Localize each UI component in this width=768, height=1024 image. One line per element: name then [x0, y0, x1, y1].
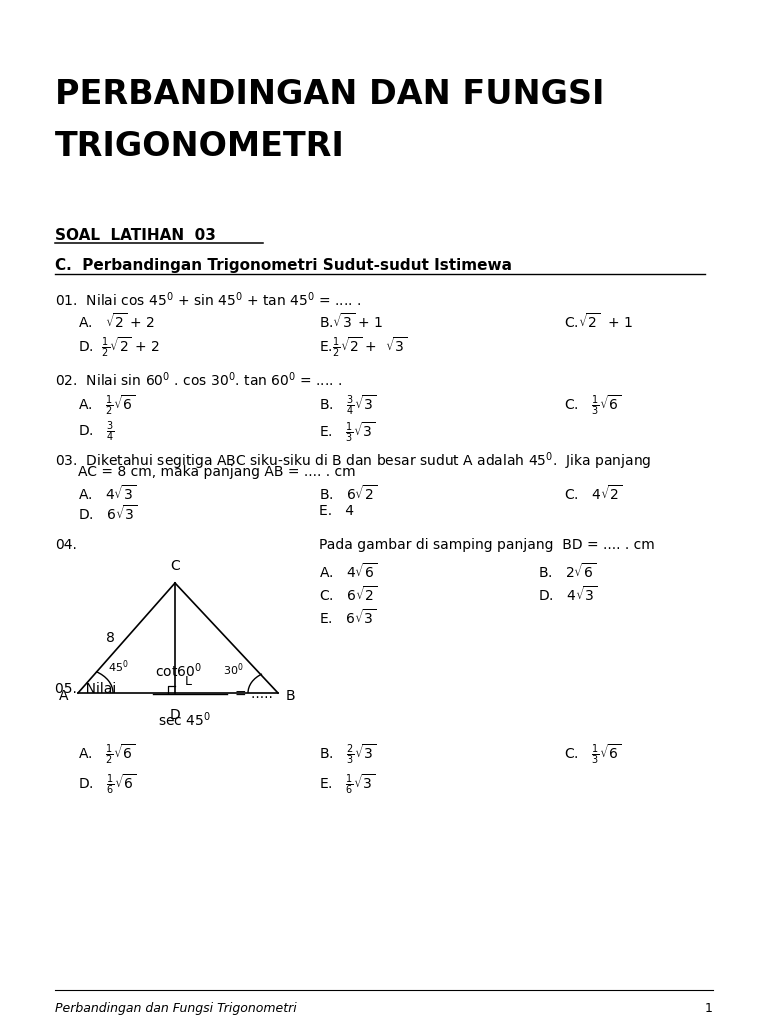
Text: sec 45$^0$: sec 45$^0$ — [158, 710, 211, 729]
Text: 1: 1 — [705, 1002, 713, 1015]
Text: Perbandingan dan Fungsi Trigonometri: Perbandingan dan Fungsi Trigonometri — [55, 1002, 297, 1015]
Text: 45$^0$: 45$^0$ — [108, 658, 128, 675]
Text: B.   $6\sqrt{2}$: B. $6\sqrt{2}$ — [319, 484, 377, 503]
Text: D.   $6\sqrt{3}$: D. $6\sqrt{3}$ — [78, 504, 137, 523]
Text: C: C — [170, 559, 180, 573]
Text: 05.  Nilai: 05. Nilai — [55, 682, 117, 696]
Text: PERBANDINGAN DAN FUNGSI: PERBANDINGAN DAN FUNGSI — [55, 78, 604, 111]
Text: C.   $\frac{1}{3}\sqrt{6}$: C. $\frac{1}{3}\sqrt{6}$ — [564, 742, 622, 766]
Text: 8: 8 — [106, 631, 114, 645]
Text: 04.: 04. — [55, 538, 77, 552]
Text: C.   $\frac{1}{3}\sqrt{6}$: C. $\frac{1}{3}\sqrt{6}$ — [564, 393, 622, 417]
Text: B: B — [286, 689, 296, 703]
Text: E.   $6\sqrt{3}$: E. $6\sqrt{3}$ — [319, 608, 376, 627]
Text: 01.  Nilai cos 45$^0$ + sin 45$^0$ + tan 45$^0$ = .... .: 01. Nilai cos 45$^0$ + sin 45$^0$ + tan … — [55, 290, 362, 308]
Text: AC = 8 cm, maka panjang AB = .... . cm: AC = 8 cm, maka panjang AB = .... . cm — [78, 465, 356, 479]
Text: B.   $2\sqrt{6}$: B. $2\sqrt{6}$ — [538, 562, 596, 581]
Text: cot60$^0$: cot60$^0$ — [155, 662, 202, 680]
Text: 03.  Diketahui segitiga ABC siku-siku di B dan besar sudut A adalah 45$^0$.  Jik: 03. Diketahui segitiga ABC siku-siku di … — [55, 450, 652, 472]
Text: E.   $\frac{1}{6}\sqrt{3}$: E. $\frac{1}{6}\sqrt{3}$ — [319, 772, 375, 796]
Text: D.  $\frac{1}{2}\sqrt{2}$ + 2: D. $\frac{1}{2}\sqrt{2}$ + 2 — [78, 335, 160, 358]
Text: D.   $\frac{3}{4}$: D. $\frac{3}{4}$ — [78, 420, 115, 444]
Text: E.$\frac{1}{2}\sqrt{2}$ +  $\sqrt{3}$: E.$\frac{1}{2}\sqrt{2}$ + $\sqrt{3}$ — [319, 335, 407, 358]
Text: A: A — [58, 689, 68, 703]
Text: D.   $\frac{1}{6}\sqrt{6}$: D. $\frac{1}{6}\sqrt{6}$ — [78, 772, 137, 796]
Text: = .....: = ..... — [235, 687, 273, 701]
Text: D.   $4\sqrt{3}$: D. $4\sqrt{3}$ — [538, 585, 597, 604]
Text: C.$\sqrt{2}$  + 1: C.$\sqrt{2}$ + 1 — [564, 312, 633, 331]
Text: A.   $4\sqrt{6}$: A. $4\sqrt{6}$ — [319, 562, 377, 581]
Text: L: L — [185, 675, 192, 688]
Text: B.$\sqrt{3}$ + 1: B.$\sqrt{3}$ + 1 — [319, 312, 382, 331]
Text: B.   $\frac{2}{3}\sqrt{3}$: B. $\frac{2}{3}\sqrt{3}$ — [319, 742, 376, 766]
Text: 02.  Nilai sin 60$^0$ . cos 30$^0$. tan 60$^0$ = .... .: 02. Nilai sin 60$^0$ . cos 30$^0$. tan 6… — [55, 370, 343, 388]
Text: SOAL  LATIHAN  03: SOAL LATIHAN 03 — [55, 228, 216, 243]
Text: B.   $\frac{3}{4}\sqrt{3}$: B. $\frac{3}{4}\sqrt{3}$ — [319, 393, 376, 417]
Text: C.  Perbandingan Trigonometri Sudut-sudut Istimewa: C. Perbandingan Trigonometri Sudut-sudut… — [55, 258, 512, 273]
Text: A.   $\frac{1}{2}\sqrt{6}$: A. $\frac{1}{2}\sqrt{6}$ — [78, 393, 135, 417]
Text: A.   $\sqrt{2}$ + 2: A. $\sqrt{2}$ + 2 — [78, 312, 155, 331]
Text: 30$^0$: 30$^0$ — [223, 662, 243, 678]
Text: D: D — [170, 708, 180, 722]
Text: A.   $\frac{1}{2}\sqrt{6}$: A. $\frac{1}{2}\sqrt{6}$ — [78, 742, 135, 766]
Text: C.   $4\sqrt{2}$: C. $4\sqrt{2}$ — [564, 484, 623, 503]
Text: TRIGONOMETRI: TRIGONOMETRI — [55, 130, 345, 163]
Text: E.   4: E. 4 — [319, 504, 354, 518]
Text: A.   $4\sqrt{3}$: A. $4\sqrt{3}$ — [78, 484, 137, 503]
Text: C.   $6\sqrt{2}$: C. $6\sqrt{2}$ — [319, 585, 377, 604]
Text: Pada gambar di samping panjang  BD = .... . cm: Pada gambar di samping panjang BD = ....… — [319, 538, 654, 552]
Text: E.   $\frac{1}{3}\sqrt{3}$: E. $\frac{1}{3}\sqrt{3}$ — [319, 420, 375, 443]
